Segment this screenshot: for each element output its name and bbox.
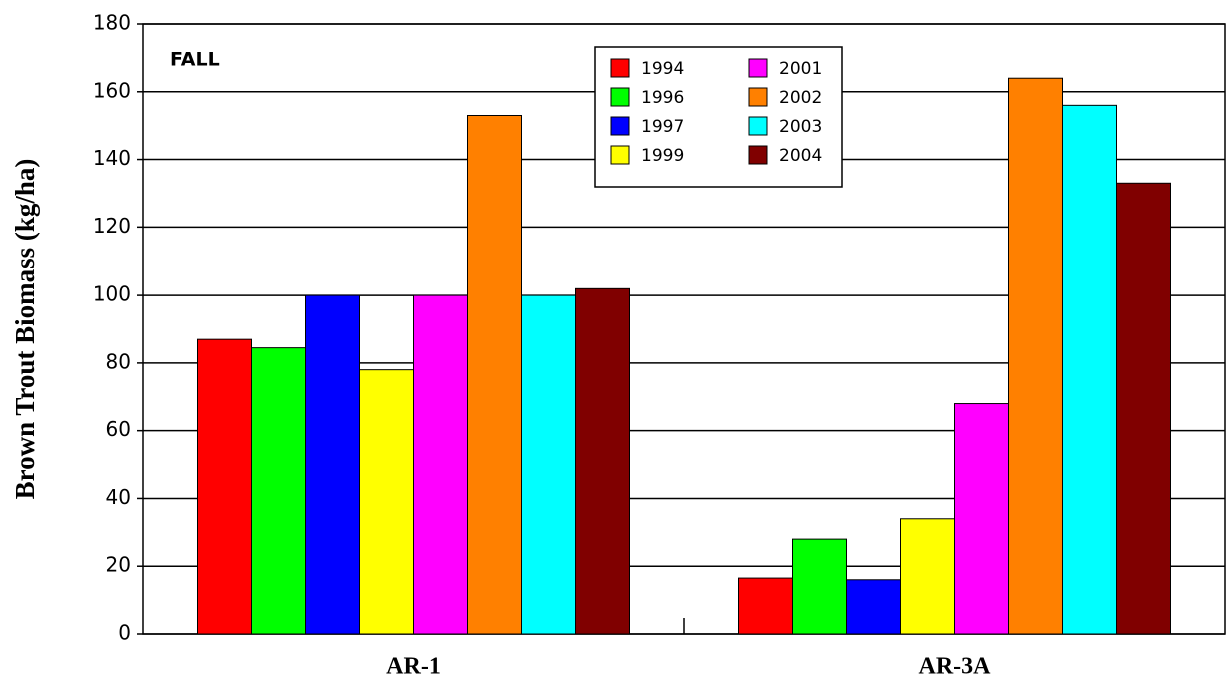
bar — [1008, 77, 1063, 635]
y-tick-label: 0 — [118, 621, 131, 645]
legend-label: 2004 — [779, 146, 822, 166]
bar — [305, 294, 360, 635]
legend-label: 1996 — [641, 88, 684, 108]
y-tick-label: 180 — [93, 11, 131, 35]
annotation: FALL — [170, 49, 220, 71]
legend-swatch — [610, 145, 630, 165]
y-tick-label: 40 — [106, 485, 131, 509]
bar — [467, 115, 522, 635]
y-axis-label: Brown Trout Biomass (kg/ha) — [10, 159, 40, 500]
y-tick-label: 60 — [106, 417, 131, 441]
bar — [846, 579, 901, 635]
legend-swatch — [610, 58, 630, 78]
legend-label: 2003 — [779, 117, 822, 137]
bar — [954, 403, 1009, 635]
legend-swatch — [748, 87, 768, 107]
legend-box — [594, 46, 843, 188]
legend-label: 1999 — [641, 146, 684, 166]
bar — [900, 518, 955, 635]
y-tick-label: 140 — [93, 146, 131, 170]
bar — [1116, 182, 1171, 635]
legend-swatch — [748, 145, 768, 165]
bar — [738, 577, 793, 635]
y-tick-label: 120 — [93, 214, 131, 238]
bar — [792, 538, 847, 635]
y-tick-label: 80 — [106, 349, 131, 373]
legend-swatch — [748, 116, 768, 136]
y-tick-label: 100 — [93, 282, 131, 306]
y-tick-label: 160 — [93, 78, 131, 102]
legend-swatch — [610, 116, 630, 136]
legend-label: 2002 — [779, 88, 822, 108]
y-tick-label: 20 — [106, 553, 131, 577]
bar — [521, 294, 576, 635]
legend-swatch — [748, 58, 768, 78]
bar — [197, 338, 252, 635]
x-tick-label: AR-1 — [386, 654, 441, 680]
x-tick-label: AR-3A — [919, 654, 992, 680]
legend-label: 2001 — [779, 59, 822, 79]
bar — [413, 294, 468, 635]
legend-label: 1994 — [641, 59, 684, 79]
bar — [359, 369, 414, 635]
bar — [575, 287, 630, 635]
legend-label: 1997 — [641, 117, 684, 137]
legend-swatch — [610, 87, 630, 107]
bar — [251, 347, 306, 635]
bar — [1062, 104, 1117, 635]
